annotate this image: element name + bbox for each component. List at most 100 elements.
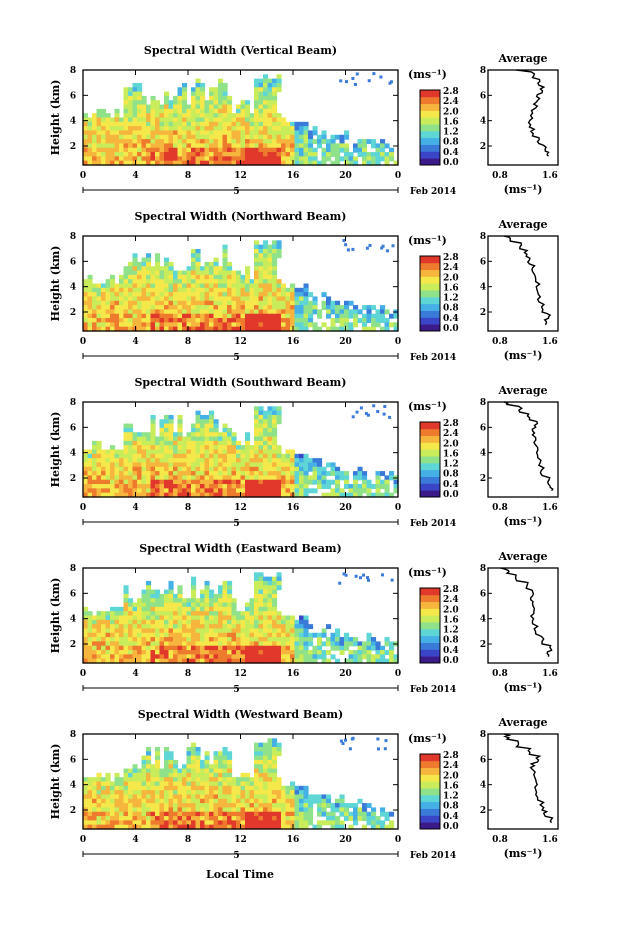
heatmap-cell	[137, 274, 143, 280]
heatmap-cell	[267, 645, 273, 651]
heatmap-cell	[146, 139, 152, 145]
heatmap-cell	[308, 650, 314, 655]
heatmap-cell	[222, 772, 228, 778]
heatmap-cell	[200, 598, 206, 604]
heatmap-cell	[339, 79, 343, 83]
heatmap-cell	[240, 313, 246, 319]
heatmap-cell	[276, 807, 282, 813]
heatmap-cell	[186, 143, 192, 149]
heatmap-cell	[299, 816, 305, 821]
heatmap-cell	[96, 807, 102, 813]
heatmap-cell	[285, 650, 291, 655]
heatmap-cell	[173, 134, 179, 140]
heatmap-cell	[317, 641, 323, 647]
heatmap-cell	[384, 811, 390, 817]
heatmap-cell	[101, 458, 107, 464]
heatmap-cell	[155, 816, 161, 821]
heatmap-cell	[141, 772, 147, 778]
heatmap-cell	[371, 152, 377, 157]
heatmap-cell	[254, 492, 260, 498]
heatmap-cell	[227, 309, 233, 315]
heatmap-cell	[231, 462, 237, 468]
heatmap-cell	[173, 816, 179, 821]
heatmap-cell	[159, 117, 165, 123]
heatmap-cell	[182, 130, 188, 136]
heatmap-cell	[110, 139, 116, 145]
heatmap-cell	[218, 87, 224, 93]
heatmap-cell	[96, 283, 102, 289]
heatmap-cell	[267, 619, 273, 625]
heatmap-cell	[150, 445, 156, 451]
heatmap-cell	[186, 492, 192, 498]
heatmap-cell	[249, 790, 255, 796]
heatmap-cell	[222, 768, 228, 774]
heatmap-cell	[245, 650, 251, 655]
heatmap-cell	[164, 790, 170, 796]
heatmap-cell	[335, 300, 341, 306]
heatmap-cell	[222, 453, 228, 459]
heatmap-cell	[240, 475, 246, 481]
heatmap-cell	[150, 790, 156, 796]
heatmap-cell	[173, 139, 179, 145]
heatmap-cell	[272, 606, 278, 612]
heatmap-cell	[285, 466, 291, 472]
heatmap-cell	[195, 147, 201, 153]
heatmap-cell	[137, 261, 143, 267]
heatmap-cell	[231, 113, 237, 119]
heatmap-cell	[200, 759, 206, 765]
heatmap-cell	[164, 121, 170, 127]
heatmap-cell	[83, 296, 89, 302]
heatmap-cell	[150, 475, 156, 481]
heatmap-cell	[114, 492, 120, 498]
heatmap-cell	[222, 126, 228, 132]
heatmap-cell	[141, 279, 147, 285]
heatmap-cell	[101, 152, 107, 157]
heatmap-cell	[245, 606, 251, 612]
heatmap-cell	[155, 436, 161, 442]
heatmap-cell	[294, 326, 300, 332]
heatmap-cell	[164, 322, 170, 328]
heatmap-cell	[159, 816, 165, 821]
heatmap-cell	[105, 471, 111, 477]
heatmap-cell	[164, 270, 170, 276]
heatmap-cell	[258, 781, 264, 787]
heatmap-cell	[254, 462, 260, 468]
heatmap-cell	[96, 117, 102, 123]
heatmap-cell	[128, 458, 134, 464]
heatmap-cell	[164, 824, 170, 830]
heatmap-cell	[209, 462, 215, 468]
heatmap-cell	[254, 261, 260, 267]
heatmap-cell	[132, 134, 138, 140]
heatmap-cell	[281, 126, 287, 132]
heatmap-cell	[87, 807, 93, 813]
heatmap-cell	[213, 440, 219, 446]
heatmap-cell	[164, 803, 170, 809]
heatmap-cell	[258, 593, 264, 599]
heatmap-cell	[209, 781, 215, 787]
heatmap-cell	[236, 794, 242, 800]
heatmap-cell	[137, 156, 143, 162]
heatmap-cell	[222, 755, 228, 761]
heatmap-cell	[173, 492, 179, 498]
heatmap-cell	[168, 270, 174, 276]
heatmap-cell	[132, 121, 138, 127]
heatmap-cell	[267, 427, 273, 433]
avg-x-tick-label: 0.8	[492, 835, 508, 845]
heatmap-cell	[123, 274, 129, 280]
heatmap-cell	[182, 91, 188, 97]
heatmap-cell	[173, 790, 179, 796]
heatmap-cell	[146, 445, 152, 451]
heatmap-cell	[123, 318, 129, 323]
heatmap-cell	[83, 645, 89, 651]
heatmap-cell	[290, 794, 296, 800]
heatmap-cell	[200, 475, 206, 481]
heatmap-cell	[254, 283, 260, 289]
heatmap-cell	[105, 488, 111, 494]
heatmap-cell	[245, 104, 251, 110]
heatmap-cell	[195, 108, 201, 114]
heatmap-cell	[114, 143, 120, 149]
colorbar-swatch	[420, 649, 440, 657]
heatmap-cell	[114, 147, 120, 153]
heatmap-cell	[375, 492, 381, 498]
heatmap-cell	[87, 152, 93, 157]
